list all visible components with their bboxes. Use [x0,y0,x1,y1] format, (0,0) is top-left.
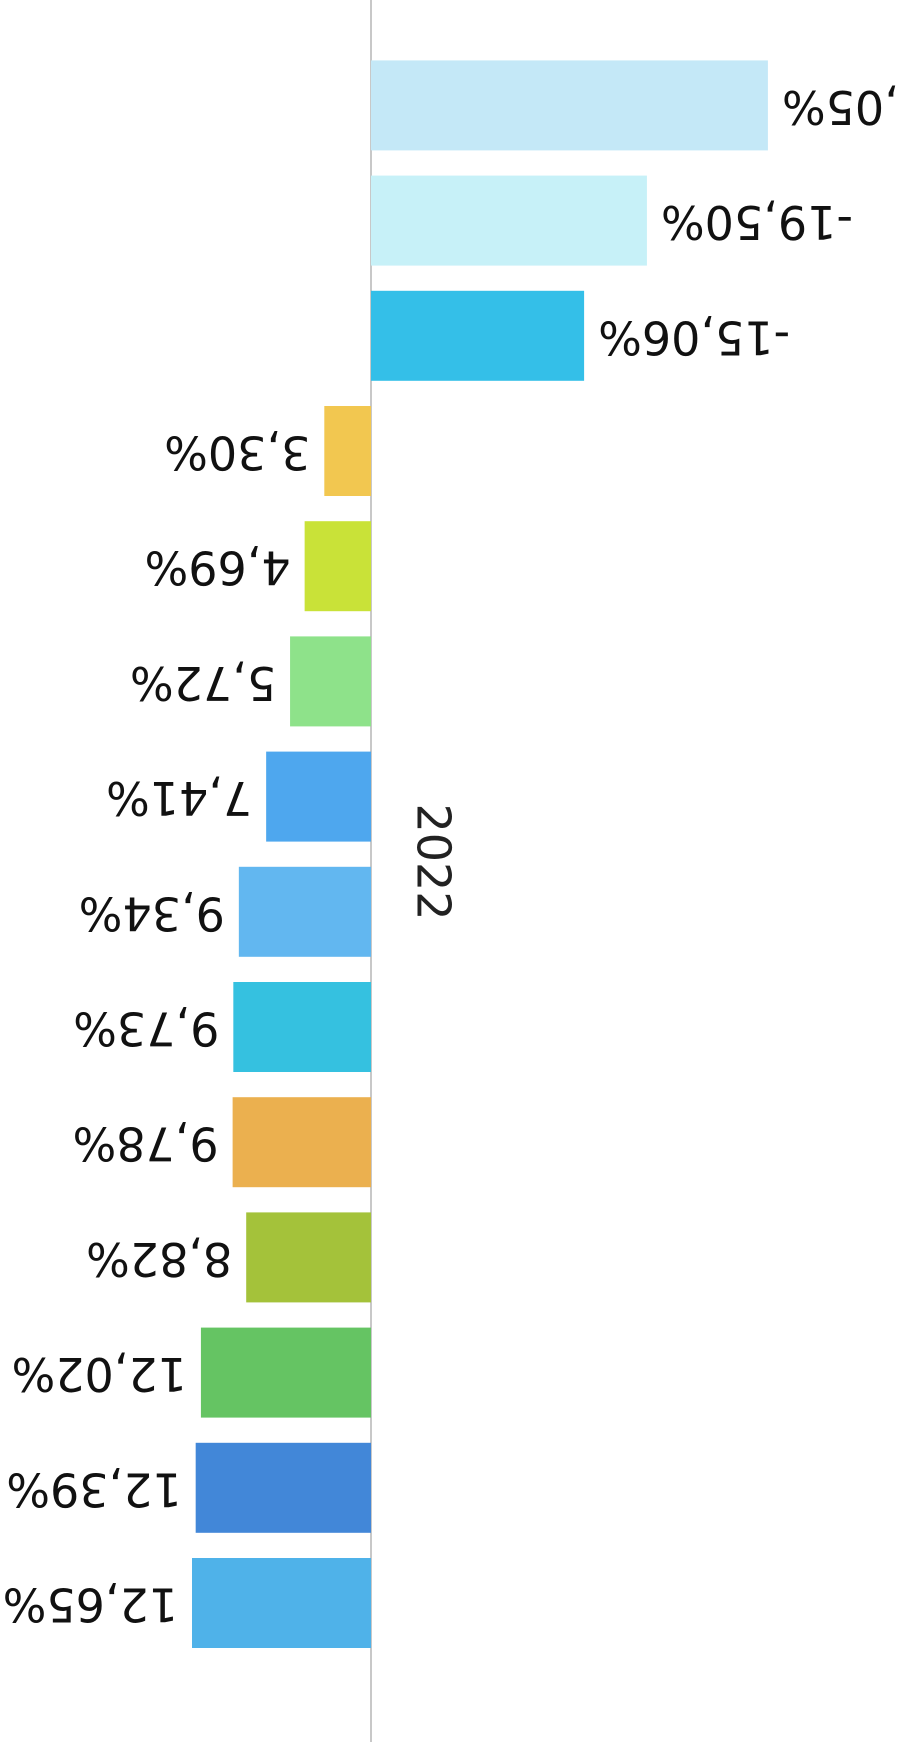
bar-9 [304,521,371,612]
value-labels-group: 12,65% 12,39% 12,02% 8,82% 9,78% 9,73% 9,34% 7,… [3,80,897,1632]
bar-13 [371,60,768,151]
bar-4 [232,1097,371,1188]
value-label-4: 9,78% [72,1117,218,1171]
bar-2 [200,1327,371,1418]
value-label-0: 12,65% [3,1578,178,1632]
value-label-2: 12,02% [12,1347,187,1401]
value-label-11: -15,06% [598,310,790,364]
bar-3 [246,1212,371,1303]
bar-0 [192,1558,371,1648]
value-label-13: -28,05% [782,80,897,134]
value-label-10: 3,30% [164,426,310,480]
value-label-3: 8,82% [86,1232,232,1286]
category-label: 2022 [407,803,461,920]
value-label-9: 4,69% [144,541,290,595]
value-label-12: -19,50% [661,195,853,249]
value-label-8: 5,72% [130,656,276,710]
value-label-1: 12,39% [6,1462,181,1516]
value-label-7: 7,41% [106,771,252,825]
bar-10 [324,406,371,496]
bar-11 [371,290,585,381]
bar-5 [233,982,371,1072]
bar-8 [290,636,371,727]
bar-1 [195,1442,371,1533]
bar-7 [266,751,371,842]
bar-12 [371,175,647,266]
value-label-5: 9,73% [73,1002,219,1056]
value-label-6: 9,34% [79,886,225,940]
bars-group [192,60,768,1648]
bar-6 [238,866,371,957]
